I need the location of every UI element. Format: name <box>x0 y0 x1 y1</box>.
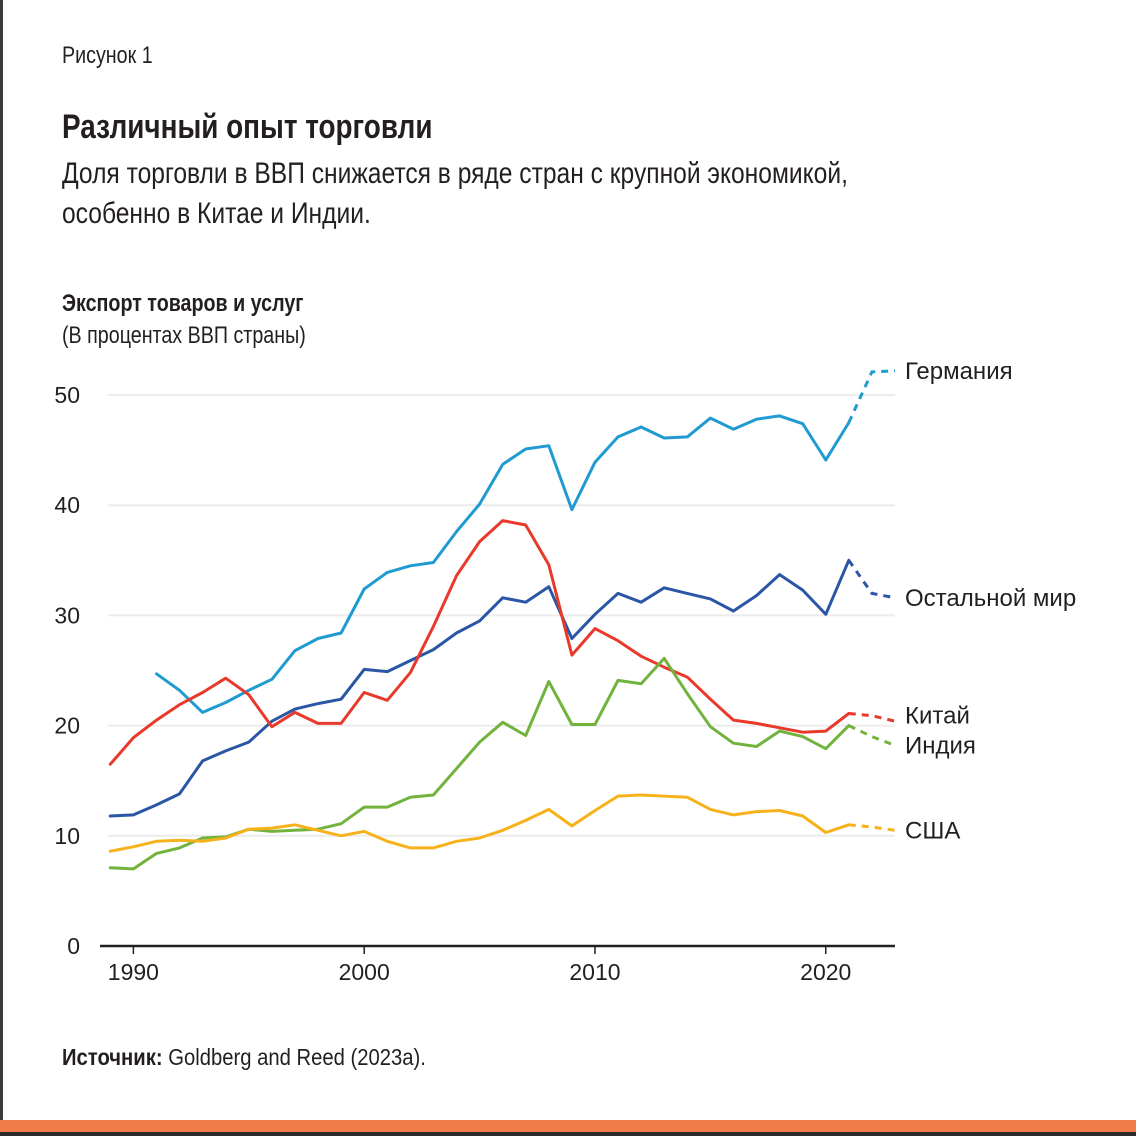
y-tick-label: 30 <box>54 602 80 628</box>
series-projection-germany <box>847 369 896 424</box>
x-tick-label: 2020 <box>800 959 851 985</box>
source-label: Источник: <box>62 1044 163 1070</box>
series-projection-rest_of_world <box>847 559 896 600</box>
series-line-usa <box>108 793 851 853</box>
series-lines <box>108 369 896 871</box>
subtitle-line-2: особенно в Китае и Индии. <box>62 197 371 230</box>
source-note: Источник: Goldberg and Reed (2023a). <box>62 1044 426 1071</box>
series-projection-china <box>848 712 896 723</box>
x-tick-label: 1990 <box>108 959 159 985</box>
subtitle-line-1: Доля торговли в ВВП снижается в ряде стр… <box>62 157 848 190</box>
series-projection-usa <box>848 823 896 832</box>
gridlines <box>108 394 895 837</box>
source-text: Goldberg and Reed (2023a). <box>162 1044 426 1070</box>
chart-title: Различный опыт торговли <box>62 108 433 146</box>
y-tick-label: 0 <box>67 933 80 959</box>
y-axis-unit: (В процентах ВВП страны) <box>62 322 306 349</box>
x-tick-label: 2010 <box>569 959 620 985</box>
figure-label: Рисунок 1 <box>62 42 153 69</box>
series-line-china <box>108 519 851 766</box>
series-line-germany <box>155 414 851 714</box>
series-label-india: Индия <box>905 732 976 759</box>
y-tick-label: 50 <box>54 382 80 408</box>
y-tick-label: 10 <box>54 823 80 849</box>
accent-bar <box>0 1120 1136 1136</box>
x-axis: 1990 2000 2010 2020 <box>100 944 895 985</box>
series-label-rest_of_world: Остальной мир <box>905 585 1076 612</box>
frame-border <box>0 0 3 1120</box>
chart-subtitle: Доля торговли в ВВП снижается в ряде стр… <box>62 154 848 234</box>
y-axis-title: Экспорт товаров и услуг <box>62 290 304 317</box>
y-tick-label: 40 <box>54 492 80 518</box>
x-tick-label: 2000 <box>339 959 390 985</box>
y-tick-label: 20 <box>54 713 80 739</box>
series-label-china: Китай <box>905 703 970 730</box>
series-line-rest_of_world <box>108 558 851 818</box>
series-label-usa: США <box>905 817 960 844</box>
y-axis-ticks: 0 10 20 30 40 50 <box>54 382 80 959</box>
series-projection-india <box>848 724 896 747</box>
series-label-germany: Германия <box>905 358 1013 385</box>
